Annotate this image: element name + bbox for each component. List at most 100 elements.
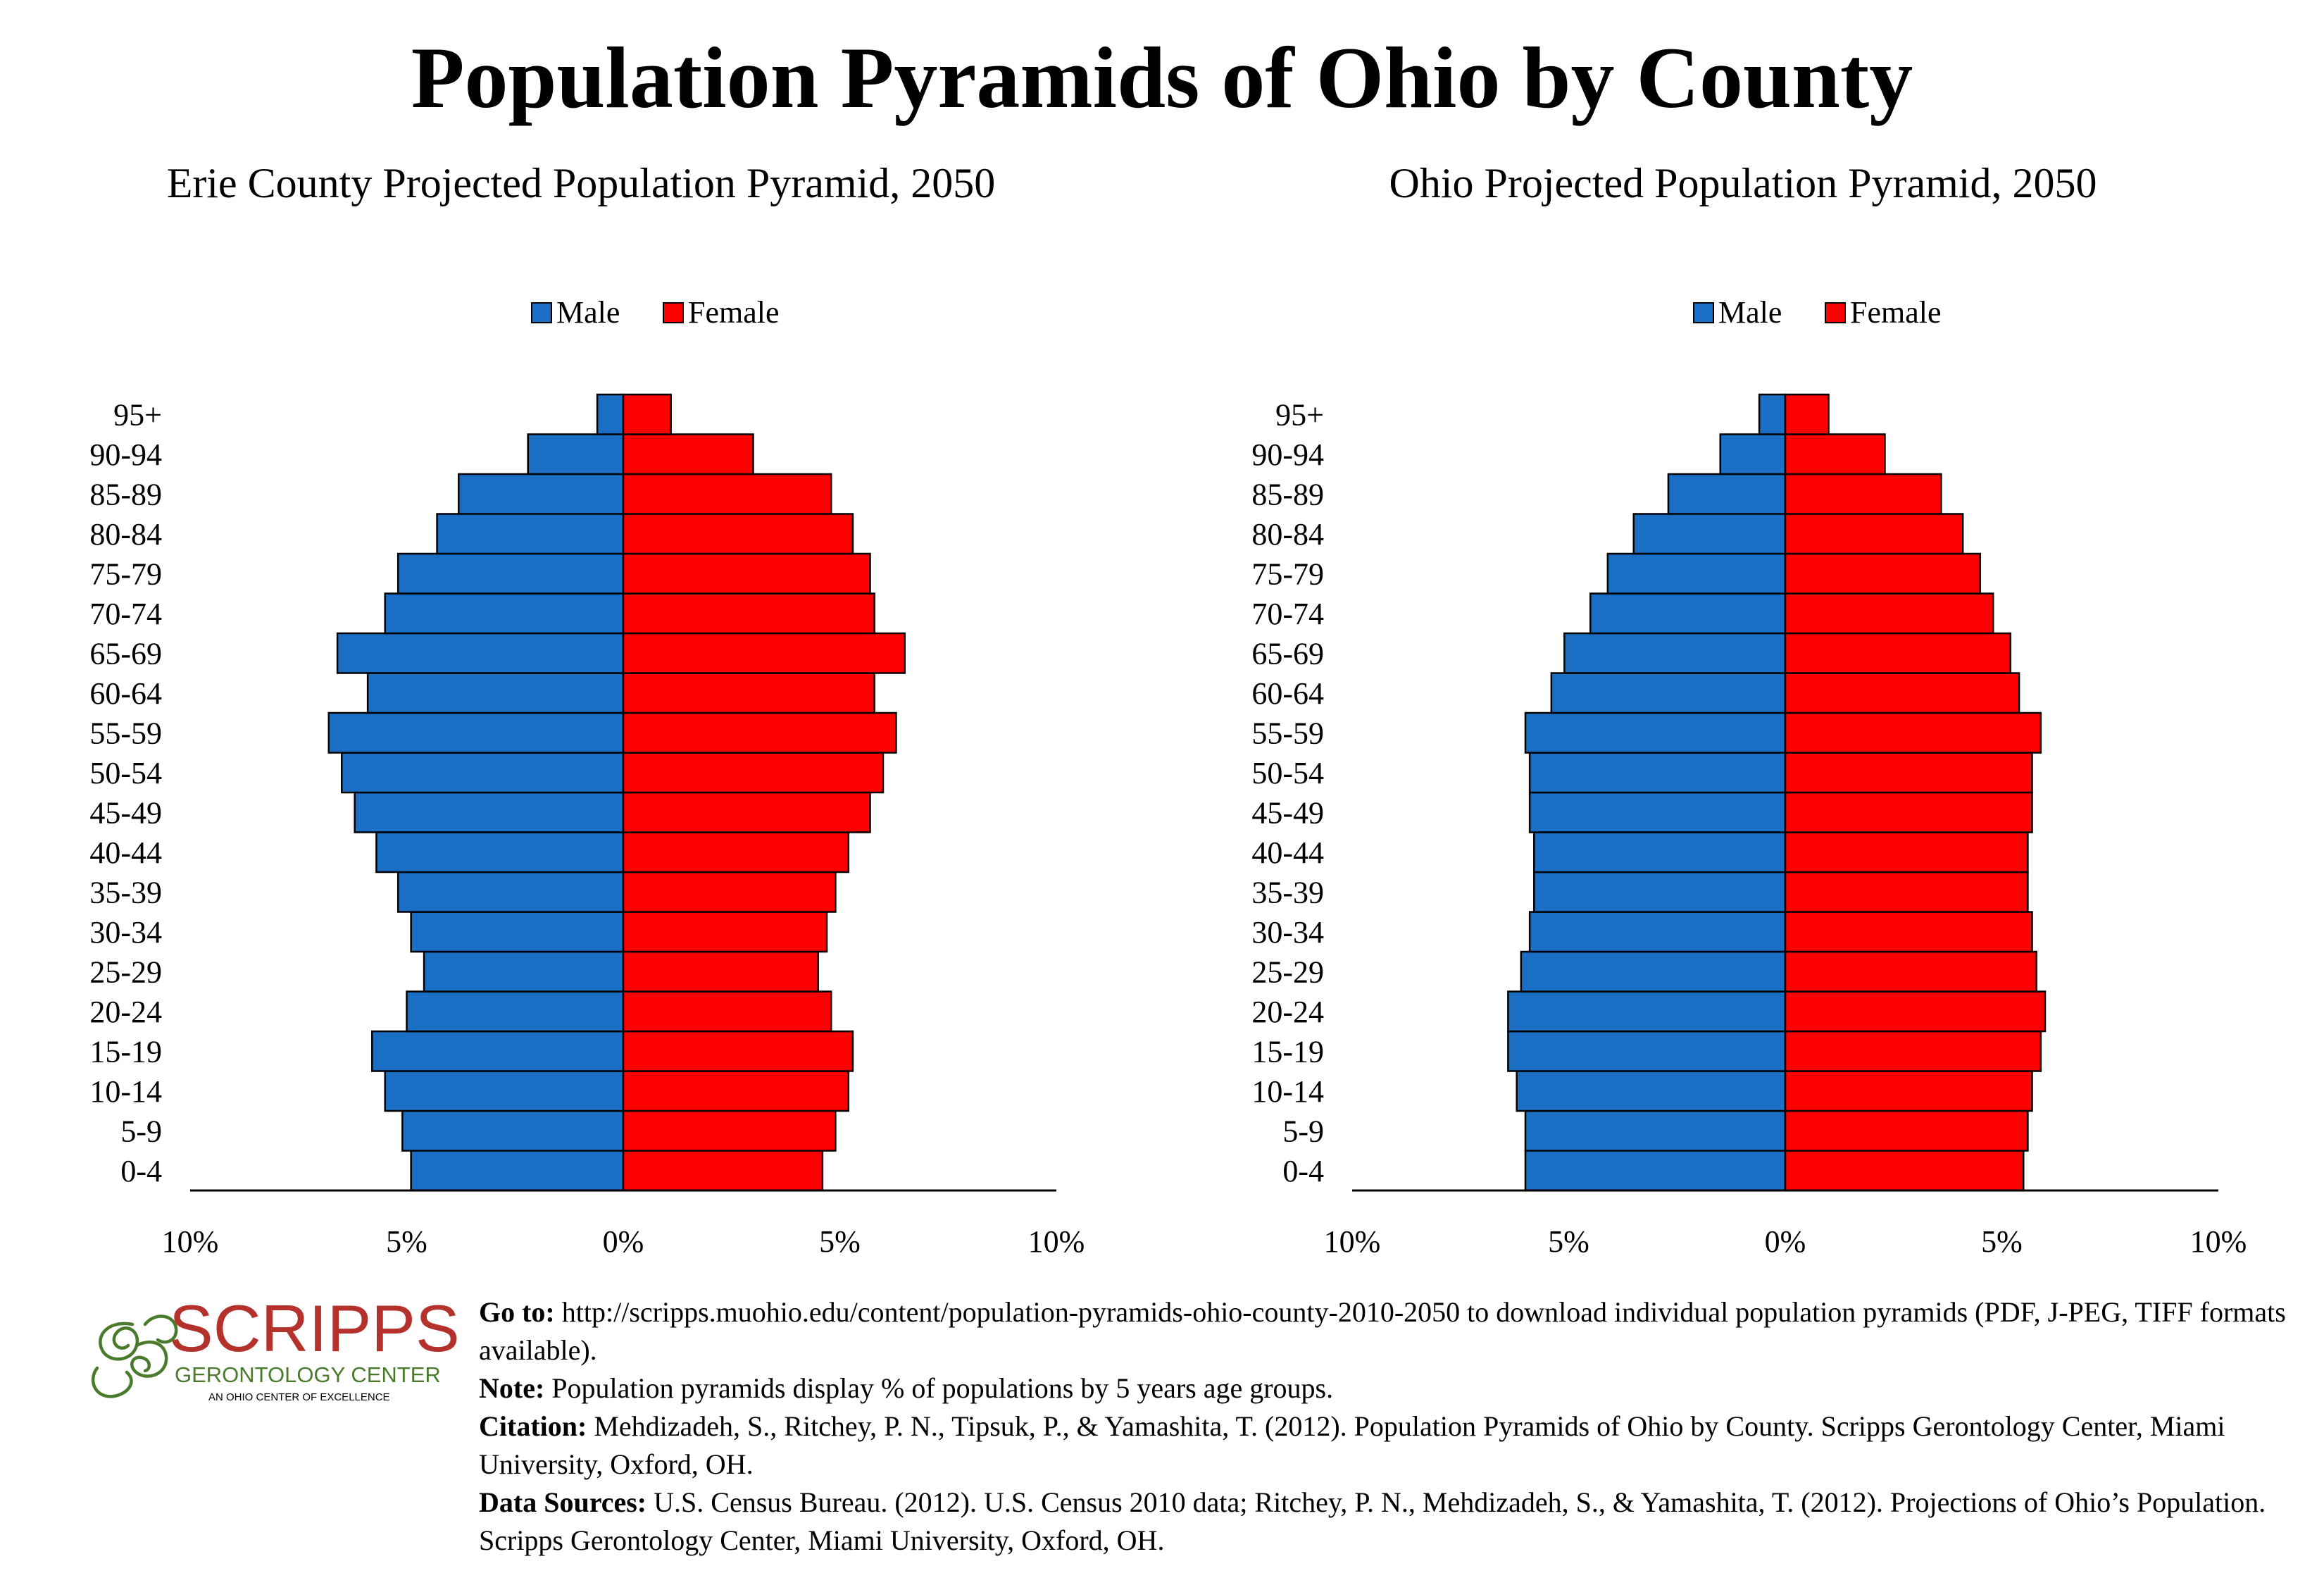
bar-male-85-89 [458,473,625,515]
age-label-0-4: 0-4 [120,1154,162,1188]
bar-female-25-29 [1784,950,2037,993]
bar-female-60-64 [1784,672,2020,714]
age-label-80-84: 80-84 [89,517,162,552]
sources-label: Data Sources: [479,1486,647,1518]
age-label-70-74: 70-74 [89,597,162,631]
age-label-35-39: 35-39 [1251,875,1324,909]
bar-male-0-4 [1524,1150,1787,1192]
bar-female-5-9 [622,1110,837,1152]
age-label-15-19: 15-19 [1251,1034,1324,1069]
bar-male-45-49 [354,791,625,833]
bar-male-65-69 [1563,632,1787,674]
bar-male-65-69 [336,632,625,674]
bar-female-40-44 [1784,831,2029,874]
bar-male-80-84 [1632,513,1787,555]
bar-male-95 [1758,393,1787,435]
legend-swatch-female [1825,302,1846,323]
bar-female-55-59 [622,711,897,754]
age-label-20-24: 20-24 [1251,995,1324,1029]
bar-female-85-89 [622,473,832,515]
legend-label-male: Male [1718,295,1782,330]
bar-male-75-79 [396,552,625,595]
bar-female-80-84 [622,513,854,555]
chart-subtitle: Erie County Projected Population Pyramid… [167,160,996,206]
bar-female-45-49 [622,791,871,833]
bar-female-70-74 [622,592,875,635]
bar-male-55-59 [1524,711,1787,754]
age-label-50-54: 50-54 [1251,756,1324,790]
bar-female-60-64 [622,672,875,714]
bar-female-35-39 [1784,871,2029,913]
age-label-60-64: 60-64 [1251,676,1324,711]
age-label-75-79: 75-79 [1251,557,1324,591]
age-label-20-24: 20-24 [89,995,162,1029]
age-label-55-59: 55-59 [1251,716,1324,750]
x-tick-label-4: 10% [2190,1224,2247,1259]
x-tick-labels: 10% 5% 0% 5% 10% [1324,1224,2247,1259]
sources-note: Data Sources: U.S. Census Bureau. (2012)… [479,1484,2310,1560]
bar-female-15-19 [1784,1030,2042,1072]
bar-male-5-9 [1524,1110,1787,1152]
bar-male-45-49 [1528,791,1787,833]
bar-female-25-29 [622,950,819,993]
bar-female-40-44 [622,831,850,874]
age-label-50-54: 50-54 [89,756,162,790]
citation-note: Citation: Mehdizadeh, S., Ritchey, P. N.… [479,1407,2310,1484]
bar-male-10-14 [384,1070,625,1112]
bar-male-60-64 [366,672,625,714]
bar-male-90-94 [1719,433,1787,476]
bar-male-25-29 [1520,950,1787,993]
notes-block: Go to: http://scripps.muohio.edu/content… [479,1293,2310,1560]
legend-label-female: Female [1850,295,1942,330]
bar-female-75-79 [622,552,871,595]
bar-female-65-69 [1784,632,2012,674]
bar-male-40-44 [375,831,625,874]
sources-text: U.S. Census Bureau. (2012). U.S. Census … [479,1486,2266,1556]
bar-male-10-14 [1516,1070,1787,1112]
age-label-75-79: 75-79 [89,557,162,591]
age-label-40-44: 40-44 [89,835,162,870]
legend-swatch-male [1693,302,1714,323]
age-label-55-59: 55-59 [89,716,162,750]
bar-female-55-59 [1784,711,2042,754]
age-label-40-44: 40-44 [1251,835,1324,870]
citation-text: Mehdizadeh, S., Ritchey, P. N., Tipsuk, … [479,1410,2225,1480]
bar-female-0-4 [1784,1150,2025,1192]
bar-female-15-19 [622,1030,854,1072]
bar-female-50-54 [1784,752,2033,794]
bar-male-70-74 [384,592,625,635]
legend-label-female: Female [688,295,780,330]
age-label-35-39: 35-39 [89,875,162,909]
bar-female-5-9 [1784,1110,2029,1152]
bar-male-35-39 [1533,871,1787,913]
note-text: Population pyramids display % of populat… [551,1372,1334,1404]
x-tick-label-1: 5% [386,1224,427,1259]
bar-male-75-79 [1606,552,1787,595]
x-tick-label-3: 5% [1981,1224,2023,1259]
bar-female-35-39 [622,871,837,913]
bar-male-50-54 [341,752,625,794]
logo-tagline: AN OHIO CENTER OF EXCELLENCE [208,1391,390,1403]
scripps-swirl-icon [91,1314,178,1398]
bar-female-80-84 [1784,513,1964,555]
age-label-60-64: 60-64 [89,676,162,711]
bar-female-65-69 [622,632,906,674]
bar-male-50-54 [1528,752,1787,794]
goto-note: Go to: http://scripps.muohio.edu/content… [479,1293,2310,1369]
x-tick-label-1: 5% [1548,1224,1589,1259]
bar-male-35-39 [396,871,625,913]
bar-male-15-19 [1507,1030,1787,1072]
bar-male-85-89 [1667,473,1787,515]
bars [1507,393,2047,1192]
bar-female-10-14 [622,1070,850,1112]
erie-county-pyramid-svg: Erie County Projected Population Pyramid… [89,160,1085,1259]
bar-female-20-24 [1784,990,2047,1033]
bars [327,393,906,1192]
bar-female-95 [1784,393,1830,435]
bar-male-15-19 [371,1030,625,1072]
population-note: Note: Population pyramids display % of p… [479,1369,2310,1407]
age-label-80-84: 80-84 [1251,517,1324,552]
bar-female-70-74 [1784,592,1994,635]
age-label-65-69: 65-69 [1251,636,1324,671]
ohio-pyramid-svg: Ohio Projected Population Pyramid, 2050 M… [1251,160,2247,1259]
